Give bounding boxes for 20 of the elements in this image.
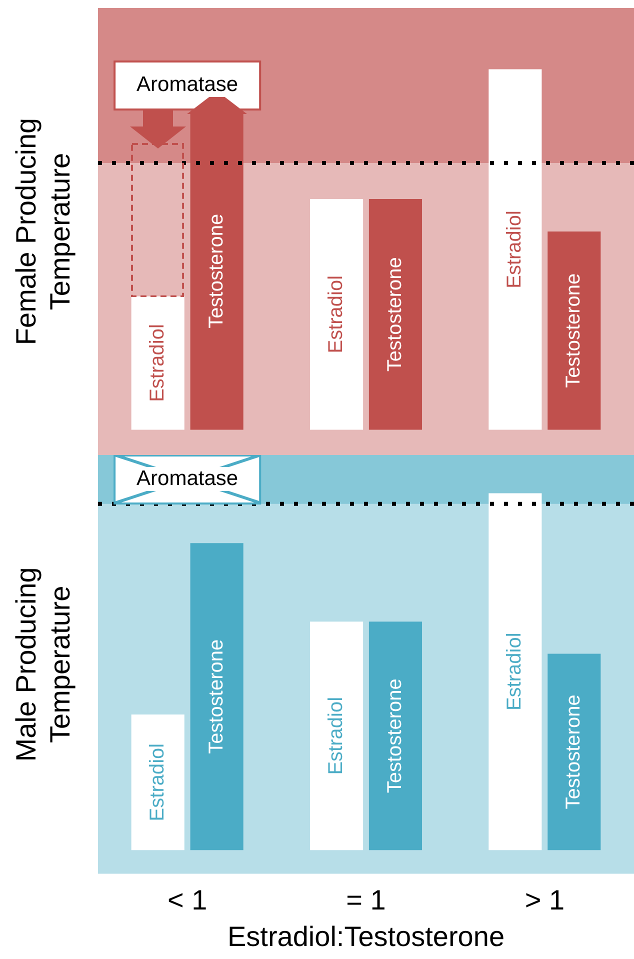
x-tick-label: > 1	[524, 884, 565, 916]
text: Testosterone	[384, 257, 406, 372]
text: Estradiol	[504, 632, 526, 711]
y-axis-title: Female Producing Temperature	[10, 118, 76, 346]
series-label: Estradiol	[325, 275, 348, 354]
series-label: Testosterone	[562, 694, 585, 810]
text: Aromatase	[134, 467, 240, 492]
x-tick-label: = 1	[346, 884, 386, 916]
y-axis-title: Male Producing Temperature	[10, 567, 76, 762]
text: Estradiol	[146, 324, 168, 402]
text: Estradiol	[146, 743, 168, 822]
annotation: Aromatase	[134, 73, 240, 98]
x-axis-title: Estradiol:Testosterone	[227, 920, 505, 952]
series-label: Estradiol	[325, 696, 348, 775]
x-tick-label: < 1	[167, 884, 208, 916]
text: Estradiol	[504, 210, 526, 288]
text: Testosterone	[205, 214, 228, 328]
text: Testosterone	[205, 639, 228, 754]
series-label: Testosterone	[562, 273, 585, 388]
text: Testosterone	[384, 678, 406, 794]
